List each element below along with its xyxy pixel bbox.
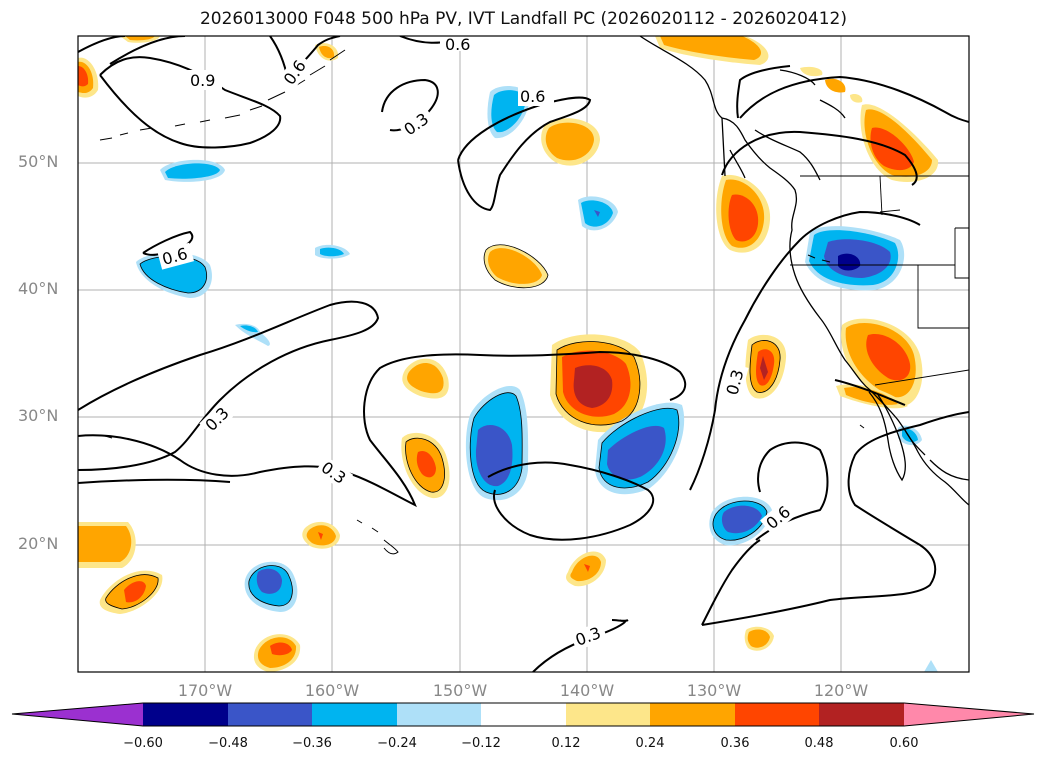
lat-label: 30°N [18,406,59,425]
pos-blob-north-edge [120,36,863,103]
neg-blob-140w-46n [578,196,618,231]
lon-label: 170°W [177,681,233,700]
lon-label: 150°W [432,681,488,700]
islands [99,49,865,623]
pos-blob-central-north-pacific [550,334,648,433]
neg-blob-small-others [235,244,938,672]
colorbar-swatch [566,703,650,726]
pos-blob-127w-12n [744,626,774,651]
negative-anomalies [136,86,938,672]
lat-label: 20°N [18,534,59,553]
colorbar-tick: −0.24 [377,736,417,751]
pos-blob-nw-corner [78,57,99,98]
colorbar-tick: 0.36 [720,736,750,751]
map-field [78,36,969,672]
map-frame [77,35,970,673]
pos-blob-west-edge-20n [78,522,136,568]
coastlines [639,36,969,506]
pos-blob-oregon-coast [716,174,771,253]
colorbar-swatch [650,703,735,726]
pos-blob-southern-california [841,318,923,407]
pos-blob-175w-16n [99,570,163,614]
neg-blob-128w-22n [709,496,772,546]
colorbar-swatch [819,703,904,726]
neg-blob-137w-27n [595,402,685,495]
pos-blob-42n-150w [484,244,548,288]
colorbar-swatch [143,703,228,726]
pos-blob-140w-17n [566,551,606,587]
colorbar [11,702,1035,727]
colorbar-swatch [735,703,819,726]
lon-label: 130°W [686,681,742,700]
lon-label: 120°W [813,681,869,700]
colorbar-swatch [481,703,566,726]
lat-label: 50°N [18,152,59,171]
contour-labels: 0.6 0.9 0.6 0.3 0.6 0.6 0.3 0.3 0.3 [157,35,798,651]
colorbar-tick: 0.60 [889,736,919,751]
pos-blob-50n-140w [541,118,600,166]
positive-anomalies [78,36,939,672]
colorbar-tick: −0.60 [123,736,163,751]
colorbar-tick: 0.48 [804,736,834,751]
pc-contours [78,36,969,672]
colorbar-swatch [228,703,312,726]
contour-label: 0.6 [520,87,545,106]
colorbar-tick: 0.12 [551,736,581,751]
colorbar-tick: −0.36 [292,736,332,751]
colorbar-tick: −0.12 [461,736,501,751]
neg-blob-173w-42n [136,252,212,298]
contour-label: 0.6 [445,35,470,54]
contour-label: 0.3 [723,368,748,398]
colorbar-swatch [312,703,397,726]
pos-blob-small-center [402,358,449,399]
neg-blob-north-california [805,226,905,291]
borders [790,175,969,386]
pc-contour-minor [104,435,113,439]
pos-blob-165w-10n [253,634,301,672]
colorbar-tick: −0.48 [208,736,248,751]
colorbar-extend-high [904,703,1034,726]
pos-blob-160w-21n [302,521,340,549]
colorbar-extend-low [12,703,143,726]
contour-label: 0.9 [190,71,215,90]
neg-blob-171w-50n [160,159,225,182]
colorbar-swatch [397,703,481,726]
lon-label: 140°W [559,681,615,700]
lat-label: 40°N [18,279,59,298]
lon-label: 160°W [304,681,360,700]
gridlines [78,36,969,672]
pos-blob-sw-oregon [745,334,787,399]
colorbar-tick: 0.24 [635,736,665,751]
map-title: 2026013000 F048 500 hPa PV, IVT Landfall… [199,9,847,29]
